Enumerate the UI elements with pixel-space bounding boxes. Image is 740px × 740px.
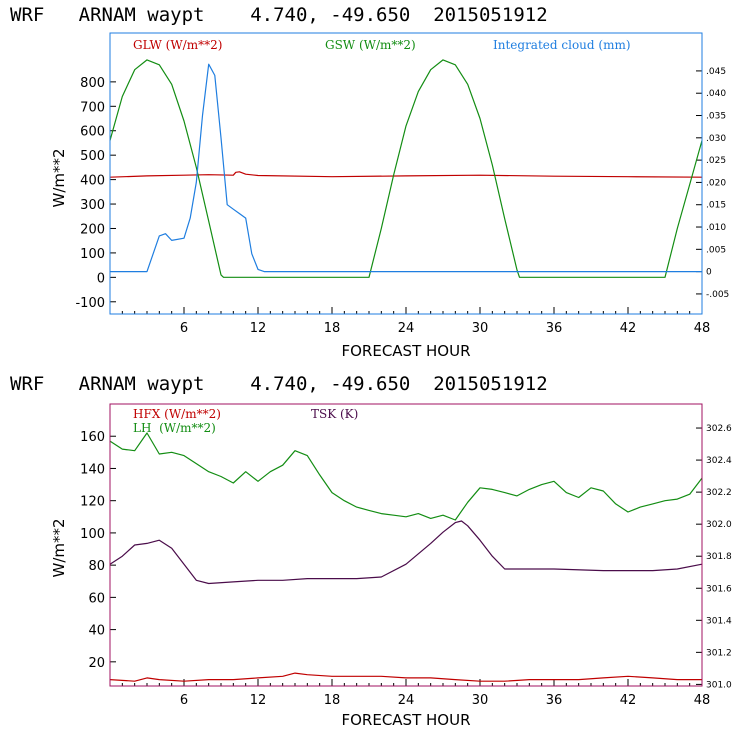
top-plot-frame [109, 32, 703, 315]
bottom-right-tick-label: 302.6 [706, 424, 732, 434]
top-x-tick-label: 12 [250, 321, 267, 336]
top-x-tick-label: 18 [324, 321, 341, 336]
bottom-y-tick-label: 100 [80, 527, 105, 542]
bottom-y-tick-label: 120 [80, 495, 105, 510]
top-series-glw-line [109, 171, 703, 178]
bottom-axis-ticks: 6 12 18 24 30 36 42 48 20 40 60 80 100 120 140 160 301.0… [80, 424, 732, 708]
top-y-axis-label: W/m**2 [50, 148, 68, 207]
bottom-right-tick-label: 301.8 [706, 552, 732, 562]
top-x-tick-label: 6 [180, 321, 188, 336]
bottom-x-tick-label: 12 [250, 693, 267, 708]
bottom-right-tick-label: 301.4 [706, 616, 732, 626]
top-x-tick-label: 48 [694, 321, 711, 336]
bottom-x-tick-label: 48 [694, 693, 711, 708]
top-y-tick-label: 300 [80, 198, 105, 213]
top-y-tick-label: 800 [80, 76, 105, 91]
top-x-tick-label: 24 [398, 321, 415, 336]
bottom-x-tick-label: 18 [324, 693, 341, 708]
top-right-tick-label: .015 [706, 201, 726, 211]
bottom-x-tick-label: 42 [620, 693, 637, 708]
top-axis-ticks: 6 12 18 24 30 36 42 48 -100 0 100 200 300 400 500 600 70… [75, 67, 729, 336]
top-legend-glw: GLW (W/m**2) [133, 38, 222, 52]
bottom-y-tick-label: 60 [88, 591, 105, 606]
top-x-tick-label: 30 [472, 321, 489, 336]
bottom-x-axis-label: FORECAST HOUR [341, 711, 470, 729]
top-legend-gsw: GSW (W/m**2) [325, 38, 416, 52]
top-right-tick-label: .010 [706, 223, 726, 233]
bottom-right-tick-label: 301.6 [706, 584, 732, 594]
bottom-series-group [109, 432, 703, 682]
bottom-legend-lh: LH (W/m**2) [133, 421, 216, 435]
top-right-tick-label: 0 [706, 268, 712, 278]
top-series-group [109, 59, 703, 278]
top-right-tick-label: .045 [706, 67, 726, 77]
bottom-legend: HFX (W/m**2) LH (W/m**2) TSK (K) [133, 407, 358, 435]
top-right-tick-label: -.005 [706, 290, 729, 300]
bottom-series-lh-line [109, 432, 703, 521]
bottom-right-tick-label: 302.2 [706, 488, 732, 498]
bottom-legend-hfx: HFX (W/m**2) [133, 407, 221, 421]
top-right-tick-label: .030 [706, 134, 726, 144]
top-y-tick-label: -100 [75, 296, 105, 311]
bottom-x-tick-label: 36 [546, 693, 563, 708]
bottom-x-tick-label: 30 [472, 693, 489, 708]
bottom-series-tsk-line [109, 520, 703, 585]
bottom-y-tick-label: 20 [88, 656, 105, 671]
top-right-tick-label: .020 [706, 178, 726, 188]
top-right-tick-label: .025 [706, 156, 726, 166]
top-y-tick-label: 0 [97, 271, 105, 286]
bottom-chart-title: WRF ARNAM waypt 4.740, -49.650 201505191… [10, 373, 548, 395]
top-y-tick-label: 600 [80, 125, 105, 140]
top-y-tick-label: 700 [80, 100, 105, 115]
bottom-y-axis-label: W/m**2 [50, 518, 68, 577]
top-series-gsw-line [109, 59, 703, 278]
top-legend: GLW (W/m**2) GSW (W/m**2) Integrated clo… [133, 38, 631, 52]
bottom-right-tick-label: 301.2 [706, 648, 732, 658]
top-chart-title: WRF ARNAM waypt 4.740, -49.650 201505191… [10, 4, 548, 26]
top-right-tick-label: .005 [706, 245, 726, 255]
top-y-tick-label: 500 [80, 149, 105, 164]
bottom-x-tick-label: 24 [398, 693, 415, 708]
top-y-tick-label: 200 [80, 222, 105, 237]
top-x-axis-label: FORECAST HOUR [341, 342, 470, 360]
bottom-right-tick-label: 301.0 [706, 680, 732, 690]
bottom-right-tick-label: 302.0 [706, 520, 732, 530]
bottom-plot-frame [109, 403, 703, 687]
bottom-y-tick-label: 140 [80, 462, 105, 477]
bottom-y-tick-label: 80 [88, 559, 105, 574]
top-y-tick-label: 400 [80, 174, 105, 189]
top-series-integrated-line [110, 63, 702, 273]
bottom-y-tick-label: 40 [88, 624, 105, 639]
top-x-tick-label: 36 [546, 321, 563, 336]
bottom-right-tick-label: 302.4 [706, 456, 732, 466]
top-legend-cloud: Integrated cloud (mm) [493, 38, 631, 52]
bottom-legend-tsk: TSK (K) [311, 407, 358, 421]
top-x-tick-label: 42 [620, 321, 637, 336]
top-y-tick-label: 100 [80, 247, 105, 262]
top-right-tick-label: .040 [706, 89, 726, 99]
bottom-series-hfx-line [109, 672, 702, 682]
bottom-y-tick-label: 160 [80, 430, 105, 445]
top-right-tick-label: .035 [706, 112, 726, 122]
bottom-x-tick-label: 6 [180, 693, 188, 708]
